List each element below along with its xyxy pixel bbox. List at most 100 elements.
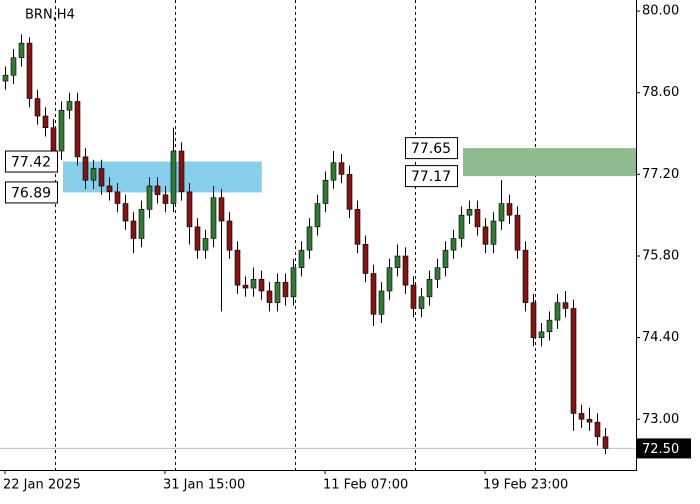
x-tick-label: 22 Jan 2025	[3, 478, 81, 493]
y-tick-label: 80.00	[642, 4, 679, 19]
candle-body	[602, 436, 609, 449]
zone	[463, 148, 636, 177]
candle-body	[258, 279, 265, 292]
candle-body	[578, 413, 585, 420]
candle-body	[242, 284, 249, 289]
y-tick-label: 74.40	[642, 330, 679, 345]
x-tick-label: 11 Feb 07:00	[323, 478, 408, 493]
candle-body	[66, 101, 73, 111]
candle-body	[2, 74, 9, 82]
candle-body	[370, 273, 377, 315]
candle-body	[426, 279, 433, 298]
candle-body	[10, 57, 17, 76]
candle-body	[130, 220, 137, 239]
candle-body	[506, 203, 513, 216]
candle-body	[402, 255, 409, 286]
candle-body	[218, 197, 225, 222]
candle-body	[74, 101, 81, 158]
plot	[0, 34, 636, 455]
zone-label: 77.42	[11, 155, 51, 171]
zone-label-box	[5, 181, 58, 204]
candle-body	[114, 191, 121, 204]
period-separators	[55, 0, 536, 470]
candle-body	[458, 214, 465, 239]
candle-body	[522, 249, 529, 303]
candle-body	[538, 331, 545, 338]
candle-body	[34, 98, 41, 117]
candle-body	[594, 421, 601, 438]
candle-body	[138, 209, 145, 239]
candle-body	[562, 302, 569, 309]
candle-body	[26, 42, 33, 99]
candle-body	[482, 226, 489, 245]
candle-body	[154, 185, 161, 196]
candle-body	[338, 162, 345, 175]
last-price-label: 72.50	[642, 442, 679, 457]
candle-body	[442, 249, 449, 268]
chart-title: BRN,H4	[25, 8, 75, 23]
zone-label-box	[405, 137, 458, 160]
candle-body	[226, 220, 233, 251]
zone-label: 77.65	[411, 141, 451, 157]
y-tick-label: 73.00	[642, 412, 679, 427]
candle-body	[378, 290, 385, 315]
candle-body	[210, 197, 217, 239]
candle-body	[178, 150, 185, 193]
y-tick-label: 78.60	[642, 85, 679, 100]
candle-body	[474, 209, 481, 228]
candle-body	[386, 267, 393, 292]
candle-body	[322, 179, 329, 204]
candle-body	[42, 115, 49, 129]
candle-body	[194, 226, 201, 251]
candle-body	[354, 209, 361, 245]
zone-label: 76.89	[11, 185, 51, 201]
candle-body	[250, 279, 257, 289]
candle-body	[266, 290, 273, 303]
candle-body	[546, 319, 553, 333]
candle-body	[314, 203, 321, 228]
candle-body	[90, 168, 97, 181]
candle-body	[98, 168, 105, 187]
candle-body	[530, 302, 537, 338]
candle-body	[274, 281, 281, 303]
candle-body	[234, 249, 241, 286]
candle-body	[162, 194, 169, 204]
candle-body	[410, 284, 417, 309]
last-price-box	[637, 438, 691, 459]
candle-body	[418, 296, 425, 309]
candle-body	[450, 238, 457, 251]
y-tick-label: 75.80	[642, 248, 679, 263]
candle-body	[18, 42, 25, 59]
candle-body	[58, 109, 65, 152]
candle-body	[570, 308, 577, 414]
candle-body	[362, 244, 369, 274]
zone-label: 77.17	[411, 169, 451, 185]
candle-body	[202, 238, 209, 251]
candle-body	[306, 226, 313, 251]
candle-body	[122, 203, 129, 222]
candle-body	[434, 267, 441, 280]
x-tick-label: 31 Jan 15:00	[163, 478, 245, 493]
candle-body	[394, 255, 401, 268]
candle-body	[514, 214, 521, 251]
zone-label-box	[5, 150, 58, 173]
candle-body	[186, 191, 193, 228]
candle-body	[290, 267, 297, 298]
candle-body	[82, 156, 89, 181]
candle-body	[498, 203, 505, 222]
candle-body	[554, 302, 561, 321]
y-tick-label: 77.20	[642, 167, 679, 182]
x-tick-label: 19 Feb 23:00	[483, 478, 568, 493]
candle-body	[466, 209, 473, 216]
candle-body	[106, 185, 113, 193]
candle-body	[490, 220, 497, 245]
zone-label-box	[405, 165, 458, 188]
candle-body	[330, 162, 337, 181]
candle-body	[346, 174, 353, 210]
candle-body	[50, 127, 57, 152]
candle-body	[146, 185, 153, 210]
candle-body	[586, 418, 593, 423]
candle-body	[298, 249, 305, 268]
candle-body	[170, 150, 177, 204]
